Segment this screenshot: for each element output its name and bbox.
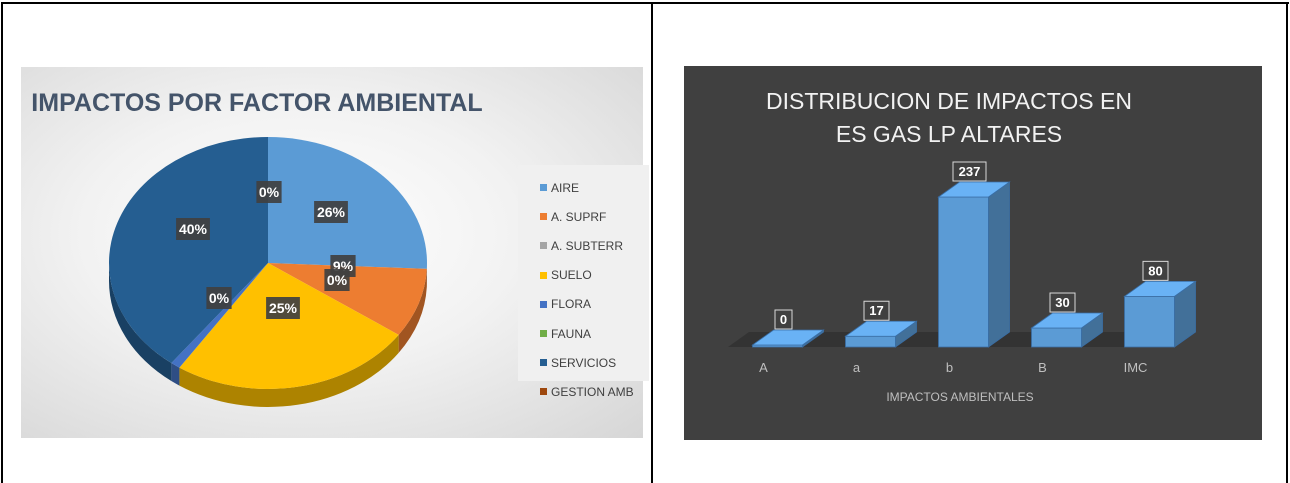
pie-data-label-0: 26% (314, 201, 348, 223)
legend-label: FLORA (551, 297, 592, 312)
pie-side-4 (171, 363, 180, 386)
legend-label: A. SUPRF (551, 209, 607, 224)
bar-chart-title-line-2: ES GAS LP ALTARES (836, 121, 1062, 147)
bar-chart-x-axis-title: IMPACTOS AMBIENTALES (886, 390, 1033, 404)
svg-text:30: 30 (1055, 295, 1069, 310)
x-tick-b: b (946, 360, 953, 375)
bar-data-label-b: 237 (952, 161, 987, 182)
legend-item-4: FLORA (518, 290, 649, 319)
pie-data-label-2: 0% (324, 269, 350, 291)
x-tick-A: A (759, 360, 768, 375)
svg-text:0%: 0% (209, 290, 230, 306)
bar-series: 0 17 237 30 80 (751, 161, 1197, 348)
legend-label: FAUNA (551, 326, 592, 341)
bar-IMC (1123, 280, 1197, 348)
legend-swatch-icon (540, 242, 547, 250)
bar-b (937, 181, 1011, 348)
pie-slice-FLORA (171, 263, 268, 368)
pie-chart-title: IMPACTOS POR FACTOR AMBIENTAL (31, 89, 482, 117)
svg-text:17: 17 (869, 303, 883, 318)
pie-slices (108, 137, 427, 390)
legend-item-3: SUELO (518, 261, 649, 290)
table-cell-left (1, 3, 651, 483)
pie-data-label-5: 0% (256, 181, 282, 203)
pie-chart-panel: IMPACTOS POR FACTOR AMBIENTAL 26% 9% 0% 25%… (21, 67, 649, 438)
bar-chart: DISTRIBUCION DE IMPACTOS EN ES GAS LP AL… (728, 88, 1197, 404)
legend-swatch-icon (540, 388, 547, 396)
svg-text:25%: 25% (269, 300, 298, 316)
bar-chart-title-line-1: DISTRIBUCION DE IMPACTOS EN (766, 88, 1132, 114)
pie-data-label-6: 40% (176, 218, 210, 240)
svg-text:80: 80 (1148, 263, 1162, 278)
pie-legend: AIRE A. SUPRF A. SUBTERR SUELO FLORA FAUNA SER… (518, 165, 649, 399)
pie-slice-A. SUPRF (268, 263, 427, 335)
bar-a (844, 320, 918, 348)
svg-text:40%: 40% (179, 221, 208, 237)
legend-swatch-icon (540, 300, 547, 308)
svg-text:0%: 0% (327, 272, 348, 288)
svg-text:237: 237 (959, 164, 981, 179)
legend-swatch-icon (540, 271, 547, 279)
legend-item-2: A. SUBTERR (518, 231, 649, 260)
svg-text:26%: 26% (317, 204, 346, 220)
pie-data-labels: 26%9%0%25%0%40%0% (176, 181, 356, 319)
svg-text:0%: 0% (259, 184, 280, 200)
table-cell-right (651, 3, 1288, 483)
legend-label: SUELO (551, 268, 592, 283)
legend-label: A. SUBTERR (551, 238, 624, 253)
pie-slice-SERVICIOS (108, 137, 268, 364)
legend-label: SERVICIOS (551, 355, 617, 370)
svg-text:0: 0 (780, 312, 787, 327)
bar-A (751, 329, 825, 348)
legend-label: GESTION AMB (551, 384, 634, 399)
bar-chart-panel: DISTRIBUCION DE IMPACTOS EN ES GAS LP AL… (684, 66, 1262, 440)
pie-side-1 (398, 268, 427, 353)
pie-side-walls (109, 263, 427, 407)
bar-B (1030, 312, 1104, 348)
x-tick-a: a (853, 360, 861, 375)
legend-item-1: A. SUPRF (518, 202, 649, 231)
pie-side-3 (179, 334, 399, 407)
table-top-border (1, 2, 1289, 4)
legend-swatch-icon (540, 330, 547, 338)
pie-data-label-4: 0% (206, 287, 232, 309)
pie-chart: IMPACTOS POR FACTOR AMBIENTAL 26%9%0%25%… (31, 89, 483, 407)
x-tick-IMC: IMC (1124, 360, 1148, 375)
bar-data-label-A: 0 (774, 309, 793, 330)
legend-label: AIRE (551, 180, 580, 195)
legend-swatch-icon (540, 359, 547, 367)
pie-data-label-3: 25% (266, 297, 300, 319)
pie-slice-SUELO (179, 263, 399, 390)
legend-item-7: GESTION AMB (518, 377, 649, 406)
x-tick-B: B (1038, 360, 1047, 375)
legend-swatch-icon (540, 184, 547, 192)
legend-item-5: FAUNA (518, 319, 649, 348)
legend-item-6: SERVICIOS (518, 348, 649, 377)
pie-side-6 (109, 263, 172, 382)
bar-data-label-IMC: 80 (1142, 260, 1169, 281)
bar-data-label-a: 17 (863, 300, 890, 321)
legend-swatch-icon (540, 213, 547, 221)
legend-item-0: AIRE (518, 173, 649, 202)
bar-data-label-B: 30 (1049, 292, 1076, 313)
